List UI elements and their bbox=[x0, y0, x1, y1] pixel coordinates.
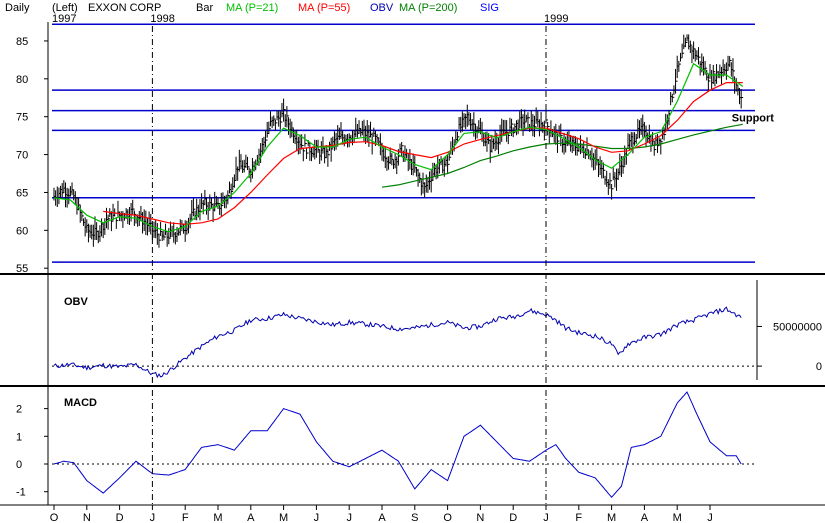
price-moving-averages bbox=[53, 62, 744, 233]
price-tick-label: 55 bbox=[16, 263, 28, 275]
price-bars bbox=[53, 34, 744, 248]
macd-tick-label: 2 bbox=[16, 404, 22, 416]
month-tick-label: M bbox=[213, 512, 222, 523]
price-y-ticks: 55 60 65 70 75 80 85 bbox=[16, 36, 48, 275]
year-label: 1997 bbox=[52, 13, 76, 25]
macd-series bbox=[53, 391, 742, 498]
month-tick-label: A bbox=[378, 512, 386, 523]
ma55-legend: MA (P=55) bbox=[298, 2, 350, 14]
ma200-line bbox=[381, 123, 743, 188]
macd-panel-title: MACD bbox=[64, 397, 97, 409]
macd-tick-label: 0 bbox=[16, 459, 22, 471]
month-tick-label: F bbox=[575, 512, 582, 523]
macd-y-ticks: -1 0 1 2 bbox=[16, 404, 48, 499]
ma21-line bbox=[53, 62, 744, 233]
year-label: 1999 bbox=[544, 13, 568, 25]
month-tick-label: M bbox=[279, 512, 288, 523]
obv-line bbox=[53, 306, 742, 379]
price-tick-label: 60 bbox=[16, 225, 28, 237]
month-tick-label: A bbox=[247, 512, 255, 523]
month-tick-label: M bbox=[607, 512, 616, 523]
obv-tick-label: 50000000 bbox=[773, 321, 822, 333]
ma21-legend: MA (P=21) bbox=[226, 2, 278, 14]
month-tick-label: J bbox=[150, 512, 156, 523]
price-tick-label: 75 bbox=[16, 112, 28, 124]
price-tick-label: 80 bbox=[16, 74, 28, 86]
ma200-legend: MA (P=200) bbox=[399, 2, 457, 14]
macd-tick-label: 1 bbox=[16, 431, 22, 443]
period-label: Daily bbox=[5, 2, 30, 14]
chart-style-label: Bar bbox=[196, 2, 213, 14]
year-divider-lines bbox=[151, 26, 547, 505]
price-horizontal-levels bbox=[52, 23, 755, 263]
month-tick-label: J bbox=[707, 512, 713, 523]
month-tick-label: J bbox=[346, 512, 352, 523]
price-tick-label: 70 bbox=[16, 150, 28, 162]
month-tick-label: J bbox=[543, 512, 549, 523]
year-labels: 1997 1998 1999 bbox=[52, 13, 568, 25]
macd-tick-label: -1 bbox=[16, 487, 26, 499]
panel-frames bbox=[0, 22, 825, 506]
obv-series bbox=[53, 306, 742, 379]
macd-line bbox=[53, 391, 742, 498]
price-tick-label: 85 bbox=[16, 36, 28, 48]
month-tick-label: D bbox=[116, 512, 124, 523]
year-label: 1998 bbox=[150, 13, 174, 25]
price-tick-label: 65 bbox=[16, 187, 28, 199]
month-tick-label: N bbox=[476, 512, 484, 523]
month-tick-label: F bbox=[182, 512, 189, 523]
support-annotation: Support bbox=[732, 113, 774, 125]
company-name: EXXON CORP bbox=[88, 2, 161, 14]
month-tick-label: S bbox=[411, 512, 418, 523]
ma55-line bbox=[103, 81, 743, 225]
month-tick-label: N bbox=[83, 512, 91, 523]
month-tick-label: A bbox=[641, 512, 649, 523]
month-tick-label: J bbox=[314, 512, 320, 523]
axis-side-label: (Left) bbox=[52, 2, 78, 14]
obv-y-ticks: 0 50000000 bbox=[757, 321, 822, 373]
month-tick-label: M bbox=[673, 512, 682, 523]
sig-legend: SIG bbox=[480, 2, 499, 14]
obv-panel-title: OBV bbox=[64, 296, 89, 308]
month-tick-label: O bbox=[50, 512, 59, 523]
obv-tick-label: 0 bbox=[816, 361, 822, 373]
month-tick-label: O bbox=[443, 512, 452, 523]
obv-legend: OBV bbox=[370, 2, 394, 14]
month-tick-label: D bbox=[509, 512, 517, 523]
